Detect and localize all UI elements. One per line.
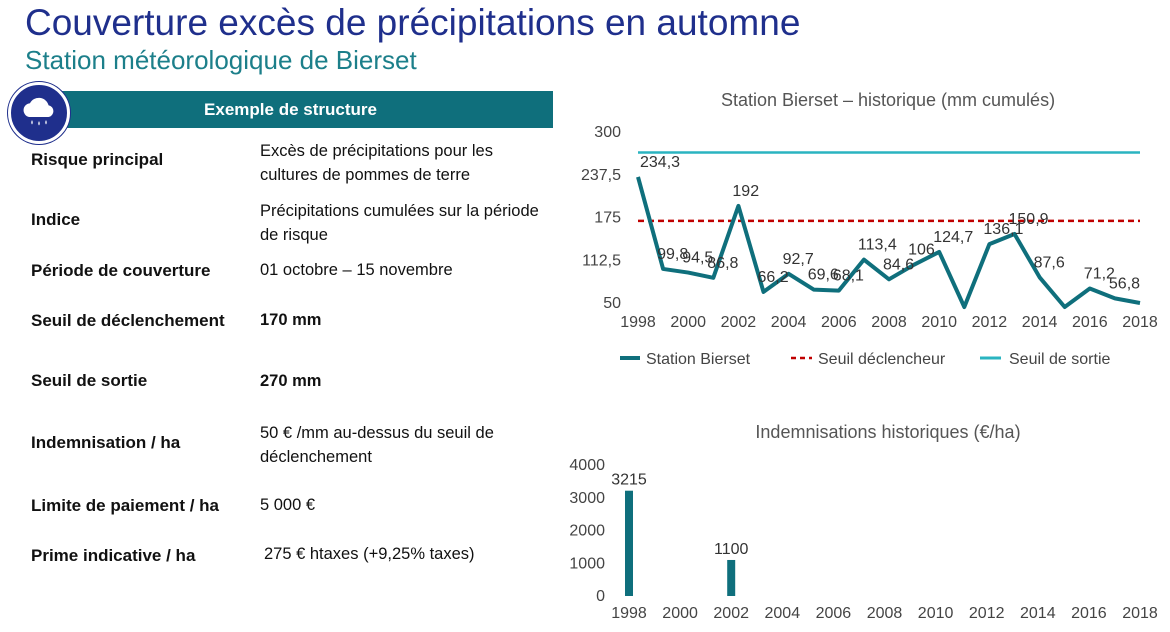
line-x-tick-label: 2002: [721, 314, 757, 331]
line-chart-title: Station Bierset – historique (mm cumulés…: [721, 90, 1055, 110]
row-value-coverage-period: 01 octobre – 15 novembre: [260, 261, 453, 279]
line-data-label: 124,7: [933, 229, 973, 246]
line-data-label: 87,6: [1034, 254, 1065, 271]
line-y-tick-label: 300: [594, 124, 621, 141]
bar-x-tick-label: 2010: [918, 605, 954, 622]
line-data-label: 68,1: [833, 268, 864, 285]
line-chart-legend: Station Bierset Seuil déclencheur Seuil …: [620, 351, 1110, 368]
line-data-label: 99,8: [657, 246, 688, 263]
bar-y-tick-label: 3000: [569, 490, 605, 507]
historical-line-chart: Station Bierset – historique (mm cumulés…: [581, 90, 1158, 368]
bar-y-tick-label: 0: [596, 588, 605, 605]
bar-x-tick-label: 2008: [867, 605, 903, 622]
line-data-label: 86,8: [707, 255, 738, 272]
line-x-tick-label: 2014: [1022, 314, 1058, 331]
bar-x-tick-label: 2018: [1122, 605, 1158, 622]
line-data-label: 69,6: [808, 267, 839, 284]
bar-x-tick-label: 2006: [816, 605, 852, 622]
line-data-label: 113,4: [858, 237, 897, 254]
row-value-exit: 270 mm: [260, 372, 322, 390]
bar-y-tick-label: 4000: [569, 457, 605, 474]
legend-station-label: Station Bierset: [646, 351, 751, 368]
row-value-premium: 275 € htaxes (+9,25% taxes): [264, 545, 475, 563]
station-bierset-series: [636, 176, 1141, 309]
row-label-risk: Risque principal: [31, 150, 164, 169]
line-x-tick-label: 2006: [821, 314, 857, 331]
bar-y-tick-label: 2000: [569, 523, 605, 540]
line-y-tick-label: 112,5: [582, 252, 621, 269]
line-data-label: 66,2: [758, 269, 789, 286]
line-x-tick-label: 2000: [670, 314, 706, 331]
line-data-label: 71,2: [1084, 265, 1115, 282]
row-label-payment-limit: Limite de paiement / ha: [31, 496, 219, 515]
line-x-tick-label: 2010: [921, 314, 957, 331]
bar-y-tick-label: 1000: [569, 555, 605, 572]
bar-data-label: 1100: [714, 541, 749, 558]
legend-exit-label: Seuil de sortie: [1009, 351, 1110, 368]
legend-trigger-label: Seuil déclencheur: [818, 351, 946, 368]
line-x-tick-label: 2004: [771, 314, 807, 331]
bar-x-tick-label: 2014: [1020, 605, 1056, 622]
row-value-trigger: 170 mm: [260, 311, 322, 329]
bar-x-tick-label: 2000: [662, 605, 698, 622]
bar: [727, 559, 736, 596]
row-label-index: Indice: [31, 210, 81, 229]
row-value-indemnity: 50 € /mm au-dessus du seuil de déclenche…: [260, 424, 494, 466]
line-y-tick-label: 175: [594, 210, 621, 227]
line-data-label: 56,8: [1109, 275, 1140, 292]
row-value-risk: Excès de précipitations pour les culture…: [260, 142, 493, 184]
line-data-label: 92,7: [783, 251, 814, 268]
line-x-tick-label: 2016: [1072, 314, 1108, 331]
line-x-tick-label: 2012: [972, 314, 1008, 331]
line-data-label: 84,6: [883, 256, 914, 273]
line-x-tick-label: 2008: [871, 314, 907, 331]
bar-chart-title: Indemnisations historiques (€/ha): [755, 422, 1020, 442]
line-data-label: 106: [908, 242, 935, 259]
line-y-tick-label: 237,5: [581, 167, 621, 184]
row-label-premium: Prime indicative / ha: [31, 546, 196, 565]
line-data-label: 192: [732, 183, 759, 200]
line-data-label: 136,1: [983, 221, 1023, 238]
bar: [625, 490, 633, 596]
indemnity-bar-chart: Indemnisations historiques (€/ha) 4000 30…: [569, 422, 1158, 622]
structure-table-header: Exemple de structure: [28, 91, 553, 128]
row-label-trigger: Seuil de déclenchement: [31, 311, 225, 330]
line-x-tick-label: 1998: [620, 314, 656, 331]
line-y-tick-label: 50: [603, 295, 621, 312]
row-value-index: Précipitations cumulées sur la période d…: [260, 202, 539, 244]
line-data-label: 94,5: [682, 250, 713, 267]
bar-x-tick-label: 2002: [713, 605, 749, 622]
bar-x-tick-label: 2004: [765, 605, 801, 622]
rain-cloud-icon: [8, 82, 70, 144]
row-label-coverage-period: Période de couverture: [31, 261, 211, 280]
row-value-payment-limit: 5 000 €: [260, 496, 316, 514]
line-data-label: 150,9: [1009, 211, 1049, 228]
bar-x-tick-label: 2016: [1071, 605, 1107, 622]
row-label-exit: Seuil de sortie: [31, 371, 148, 390]
page-title: Couverture excès de précipitations en au…: [25, 2, 801, 43]
bar-x-tick-label: 1998: [611, 605, 647, 622]
page-subtitle: Station météorologique de Bierset: [25, 45, 417, 75]
line-data-label: 234,3: [640, 154, 680, 171]
bar-data-label: 3215: [611, 472, 647, 489]
row-label-indemnity: Indemnisation / ha: [31, 433, 181, 452]
bar-x-tick-label: 2012: [969, 605, 1005, 622]
line-x-tick-label: 2018: [1122, 314, 1158, 331]
